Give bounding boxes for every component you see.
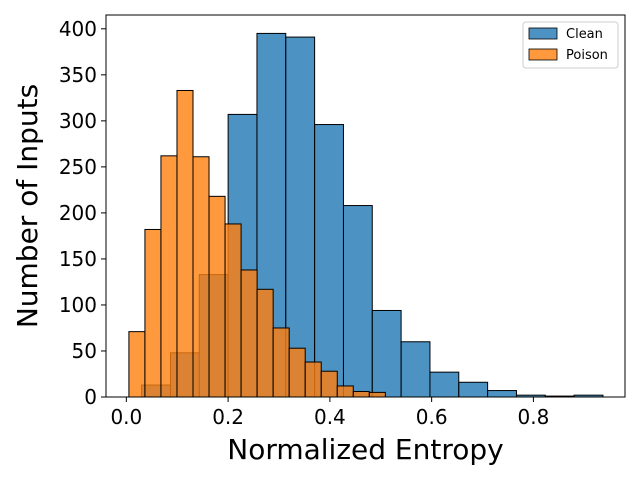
poison-bar (272, 327, 290, 398)
poison-bar (336, 385, 354, 398)
y-tick-label: 300 (59, 109, 97, 133)
clean-bar (487, 390, 517, 398)
x-tick-label: 0.6 (416, 405, 448, 429)
x-tick-label: 0.2 (212, 405, 244, 429)
y-tick-label: 350 (59, 63, 97, 87)
x-axis-title: Normalized Entropy (227, 433, 503, 466)
poison-bar (144, 228, 162, 398)
poison-bar (304, 361, 322, 398)
poison-bar (288, 347, 306, 398)
y-tick-label: 100 (59, 293, 97, 317)
poison-bar (176, 89, 194, 398)
y-tick-label: 0 (84, 385, 97, 409)
legend-label-poison: Poison (566, 48, 608, 63)
y-tick-label: 150 (59, 247, 97, 271)
poison-bar (368, 391, 386, 398)
poison-bar (128, 331, 146, 398)
x-tick-label: 0.4 (314, 405, 346, 429)
poison-bar (208, 195, 226, 398)
clean-bar (342, 205, 373, 398)
y-tick-label: 400 (59, 17, 97, 41)
clean-bar (429, 371, 460, 398)
legend-label-clean: Clean (566, 27, 603, 42)
clean-bar (371, 309, 402, 398)
poison-bar (160, 155, 178, 398)
clean-bar (314, 124, 344, 398)
clean-bar (458, 381, 489, 398)
clean-bar (285, 36, 316, 398)
x-tick-label: 0.8 (518, 405, 550, 429)
plot-area-frame (105, 14, 626, 398)
x-axis-ticks: 0.0 0.2 0.4 0.6 0.8 (110, 397, 549, 429)
poison-bar (224, 223, 242, 398)
poison-bar (256, 288, 274, 398)
poison-series-bars (128, 89, 386, 398)
legend: Clean Poison (522, 21, 619, 69)
y-tick-label: 50 (72, 339, 97, 363)
y-tick-label: 200 (59, 201, 97, 225)
poison-bar (352, 390, 370, 398)
legend-swatch-poison (528, 48, 558, 61)
y-axis-title: Number of Inputs (11, 84, 44, 328)
y-tick-label: 250 (59, 155, 97, 179)
x-tick-label: 0.0 (110, 405, 142, 429)
legend-swatch-clean (528, 27, 558, 40)
poison-bar (192, 156, 210, 398)
poison-bar (240, 269, 258, 398)
y-axis-ticks: 0 50 100 150 200 250 300 350 400 (59, 17, 106, 409)
poison-bar (320, 370, 338, 398)
clean-bar (400, 341, 431, 398)
